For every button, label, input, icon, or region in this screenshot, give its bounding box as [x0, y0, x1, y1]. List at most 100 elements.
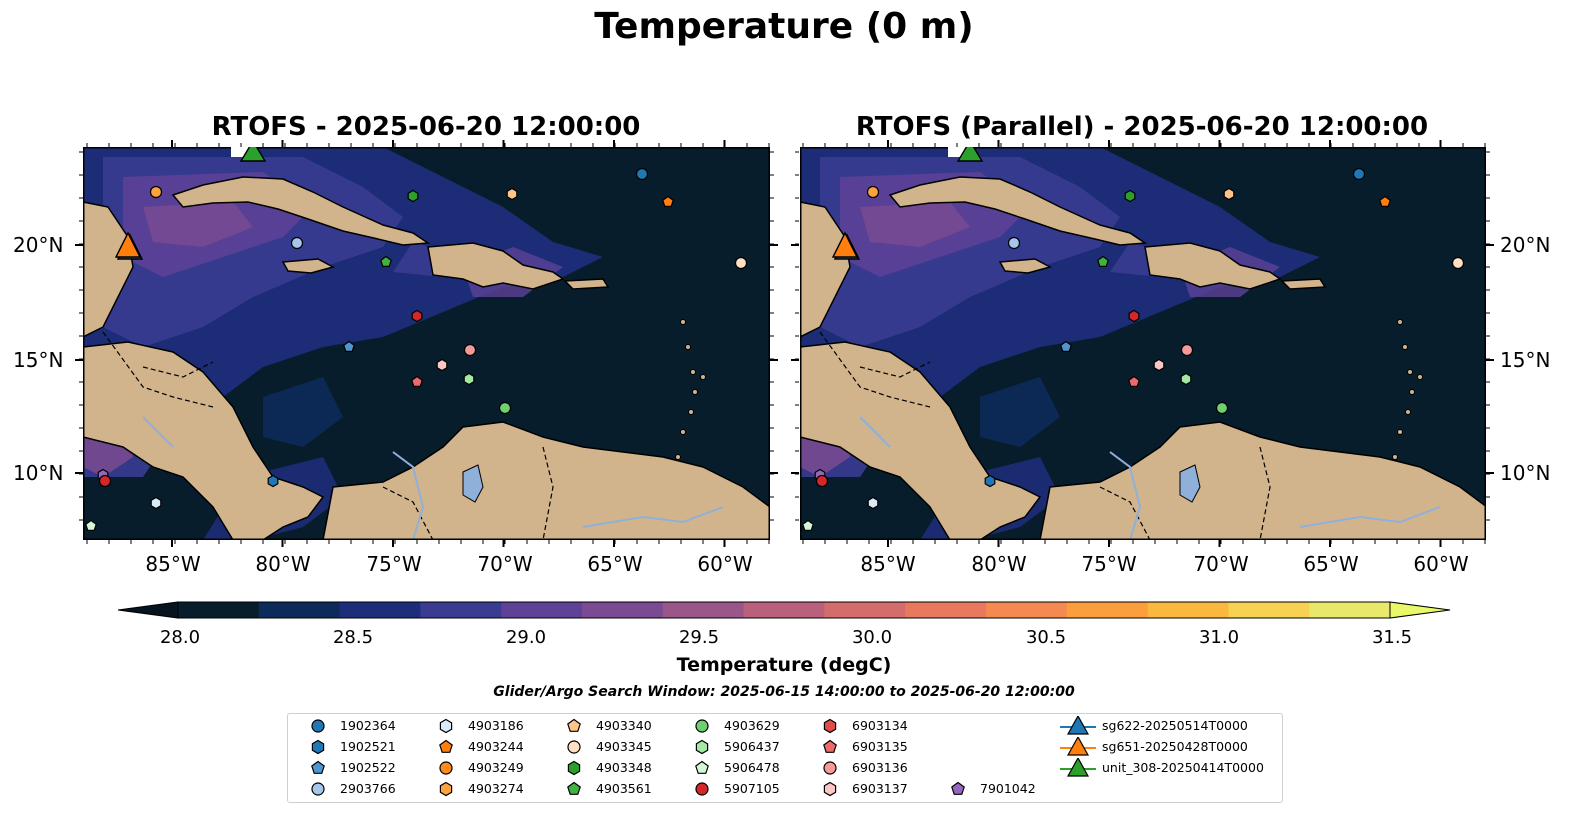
rtofs-parallel-argo-marker-10[interactable] — [1180, 343, 1194, 357]
legend-label: sg622-20250514T0000 — [1102, 718, 1248, 733]
rtofs-argo-marker-17[interactable] — [98, 474, 112, 488]
land-masses — [83, 176, 770, 540]
colorbar-tick-30-5: 30.5 — [1025, 627, 1067, 648]
legend-label: sg651-20250428T0000 — [1102, 739, 1248, 754]
rtofs-argo-marker-5[interactable] — [290, 236, 304, 250]
colorbar-band-14 — [1309, 602, 1391, 618]
argo-pentagon-icon — [567, 718, 581, 732]
rtofs-argo-marker-18[interactable] — [150, 496, 162, 510]
glider-triangle-icon — [1060, 737, 1096, 756]
rtofs-parallel-argo-marker-0[interactable] — [866, 185, 880, 199]
rtofs-parallel-argo-marker-18[interactable] — [867, 496, 879, 510]
legend-label: 6903137 — [852, 781, 908, 796]
glider-markers — [114, 147, 267, 260]
rtofs-parallel-argo-marker-19[interactable] — [802, 519, 814, 531]
rtofs-parallel-argo-marker-17[interactable] — [815, 474, 829, 488]
glider-triangle-icon — [1060, 716, 1096, 735]
argo-hexagon-icon — [567, 760, 581, 776]
legend-label: 4903629 — [724, 718, 780, 733]
legend-label: 4903561 — [596, 781, 652, 796]
rtofs-parallel-argo-marker-8[interactable] — [1128, 309, 1140, 323]
argo-pentagon-icon — [567, 781, 581, 795]
legend-label: 7901042 — [980, 781, 1036, 796]
legend-label: 4903274 — [468, 781, 524, 796]
rtofs-parallel-argo-marker-3[interactable] — [1223, 187, 1235, 201]
rtofs-argo-marker-10[interactable] — [463, 343, 477, 357]
colorbar-band-3 — [420, 602, 502, 618]
rtofs-argo-marker-1[interactable] — [635, 167, 649, 181]
rtofs-parallel-argo-marker-1[interactable] — [1352, 167, 1366, 181]
rtofs-argo-marker-11[interactable] — [436, 358, 448, 372]
legend-label: 5906478 — [724, 760, 780, 775]
rtofs-argo-marker-9[interactable] — [343, 340, 355, 352]
rtofs-parallel-argo-marker-2[interactable] — [1379, 195, 1391, 208]
lat-label-20n-left: 20°N — [13, 233, 64, 257]
legend-label: 4903244 — [468, 739, 524, 754]
rtofs-parallel-argo-marker-12[interactable] — [1180, 372, 1192, 386]
rtofs-argo-marker-13[interactable] — [411, 375, 423, 387]
rtofs-argo-marker-8[interactable] — [411, 309, 423, 323]
rtofs-parallel-argo-marker-15[interactable] — [984, 474, 996, 488]
rtofs-argo-marker-15[interactable] — [267, 474, 279, 488]
rtofs-argo-marker-6[interactable] — [380, 255, 392, 268]
argo-circle-icon — [695, 719, 709, 733]
rtofs-glider-sg651[interactable] — [114, 231, 142, 258]
lon-label-60w-left: 60°W — [697, 552, 753, 576]
rtofs-argo-marker-0[interactable] — [149, 185, 163, 199]
legend-label: 4903186 — [468, 718, 524, 733]
rtofs-argo-marker-3[interactable] — [506, 187, 518, 201]
rtofs-parallel-glider-sg651[interactable] — [831, 231, 859, 258]
legend-label: unit_308-20250414T0000 — [1102, 760, 1264, 775]
rtofs-argo-marker-4[interactable] — [407, 189, 419, 203]
rtofs-parallel-argo-marker-7[interactable] — [1451, 256, 1465, 270]
rtofs-glider-unit-308[interactable] — [239, 147, 267, 162]
legend: 1902364 1902521 1902522 2903766 4903186 49032… — [287, 713, 1283, 803]
lon-label-65w-right: 65°W — [1303, 552, 1359, 576]
colorbar-band-10 — [986, 602, 1068, 618]
rtofs-parallel-argo-marker-5[interactable] — [1007, 236, 1021, 250]
lon-label-75w-left: 75°W — [366, 552, 422, 576]
lat-label-10n-left: 10°N — [13, 461, 64, 485]
argo-hexagon-icon — [311, 739, 325, 755]
colorbar-tick-30-0: 30.0 — [851, 627, 893, 648]
legend-label: 6903136 — [852, 760, 908, 775]
legend-label: 1902364 — [340, 718, 396, 733]
rtofs-parallel-argo-marker-13[interactable] — [1128, 375, 1140, 387]
rtofs-parallel-argo-marker-6[interactable] — [1097, 255, 1109, 268]
map-panel-rtofs-parallel[interactable] — [800, 147, 1486, 540]
map-panel-rtofs[interactable] — [83, 147, 770, 540]
lon-label-80w-left: 80°W — [255, 552, 311, 576]
rtofs-parallel-glider-unit-308[interactable] — [956, 147, 984, 162]
legend-label: 6903135 — [852, 739, 908, 754]
rtofs-argo-marker-7[interactable] — [734, 256, 748, 270]
legend-label: 4903348 — [596, 760, 652, 775]
rtofs-argo-marker-2[interactable] — [662, 195, 674, 208]
colorbar-band-6 — [662, 602, 745, 618]
rtofs-argo-marker-14[interactable] — [498, 401, 512, 415]
colorbar-tick-31-5: 31.5 — [1371, 627, 1413, 648]
colorbar-band-2 — [339, 602, 421, 618]
rtofs-parallel-argo-marker-11[interactable] — [1153, 358, 1165, 372]
rtofs-parallel-argo-marker-14[interactable] — [1215, 401, 1229, 415]
argo-circle-icon — [311, 719, 325, 733]
panel-title-rtofs-parallel: RTOFS (Parallel) - 2025-06-20 12:00:00 — [855, 112, 1429, 142]
argo-circle-icon — [823, 761, 837, 775]
lon-label-85w-right: 85°W — [860, 552, 916, 576]
country-borders — [819, 331, 1271, 540]
legend-label: 1902521 — [340, 739, 396, 754]
temperature-colorbar — [118, 601, 1451, 619]
colorbar-band-1 — [258, 602, 341, 618]
colorbar-band-4 — [501, 602, 583, 618]
argo-circle-icon — [439, 761, 453, 775]
rtofs-parallel-argo-marker-9[interactable] — [1060, 340, 1072, 352]
lon-label-65w-left: 65°W — [587, 552, 643, 576]
argo-pentagon-icon — [695, 760, 709, 774]
legend-label: 2903766 — [340, 781, 396, 796]
lesser-antilles — [675, 319, 706, 460]
rtofs-parallel-argo-marker-4[interactable] — [1124, 189, 1136, 203]
rtofs-argo-marker-12[interactable] — [463, 372, 475, 386]
rtofs-argo-marker-19[interactable] — [85, 519, 97, 531]
legend-label: 4903249 — [468, 760, 524, 775]
argo-hexagon-icon — [823, 781, 837, 797]
colorbar-tick-29-5: 29.5 — [678, 627, 720, 648]
